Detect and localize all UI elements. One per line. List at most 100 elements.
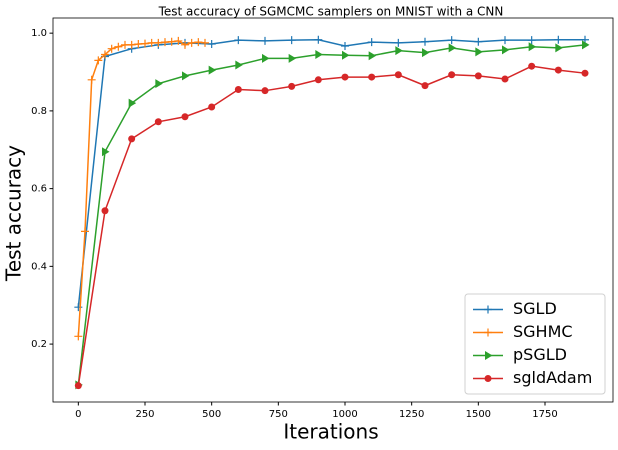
point <box>288 53 297 63</box>
point <box>261 87 269 95</box>
y-tick-label: 0.4 <box>31 261 47 272</box>
legend-label: SGLD <box>513 299 557 318</box>
point <box>167 37 176 46</box>
legend-marker <box>485 351 493 360</box>
y-tick-label: 1.0 <box>31 28 47 39</box>
point <box>368 73 376 81</box>
point <box>234 86 242 94</box>
point <box>475 47 483 57</box>
point <box>314 35 323 44</box>
point <box>368 51 377 61</box>
point <box>94 56 103 65</box>
point <box>128 98 137 108</box>
point <box>314 76 322 84</box>
y-axis-label: Test accuracy <box>2 145 26 282</box>
point <box>342 50 350 60</box>
point <box>528 42 537 52</box>
x-axis-label: Iterations <box>283 420 378 444</box>
legend-marker <box>484 305 492 314</box>
point <box>367 38 376 47</box>
point <box>341 73 349 81</box>
point <box>174 36 183 45</box>
point <box>448 71 456 79</box>
point <box>394 71 402 79</box>
point <box>181 113 189 121</box>
point <box>421 82 429 90</box>
x-tick-label: 0 <box>75 409 81 420</box>
point <box>114 42 123 51</box>
x-tick-label: 500 <box>202 409 221 420</box>
point <box>474 37 483 46</box>
point <box>501 75 509 83</box>
point <box>187 38 196 47</box>
point <box>141 39 149 48</box>
point <box>181 40 189 49</box>
legend-label: pSGLD <box>513 345 567 364</box>
legend-label: sgldAdam <box>513 368 592 387</box>
point <box>554 66 562 74</box>
point <box>394 38 403 47</box>
point <box>101 207 109 215</box>
x-tick-label: 1250 <box>399 409 424 420</box>
point <box>501 36 509 45</box>
y-tick-label: 0.2 <box>31 339 47 350</box>
point <box>315 50 323 60</box>
point <box>581 69 589 77</box>
point <box>201 38 209 47</box>
point <box>527 36 536 45</box>
point <box>582 40 590 50</box>
point <box>528 62 536 70</box>
point <box>128 135 136 143</box>
point <box>422 48 430 58</box>
point <box>448 43 457 53</box>
point <box>74 303 83 312</box>
legend-box <box>464 293 606 395</box>
point <box>235 60 243 70</box>
point <box>155 79 163 89</box>
point <box>134 40 143 49</box>
y-tick-label: 0.8 <box>31 106 47 117</box>
point <box>421 37 429 46</box>
y-tick-label: 0.6 <box>31 184 47 195</box>
point <box>107 44 116 53</box>
chart-title: Test accuracy of SGMCMC samplers on MNIS… <box>158 5 504 19</box>
point <box>288 82 296 90</box>
point <box>102 147 110 157</box>
point <box>208 103 216 111</box>
point <box>207 40 216 49</box>
point <box>262 53 270 63</box>
point <box>87 75 96 84</box>
point <box>101 50 109 59</box>
legend-marker <box>484 328 492 337</box>
point <box>74 382 82 390</box>
point <box>74 332 83 341</box>
x-tick-label: 1000 <box>332 409 357 420</box>
point <box>261 36 269 45</box>
point <box>554 35 563 44</box>
point <box>447 36 456 45</box>
x-tick-label: 750 <box>269 409 288 420</box>
point <box>81 227 89 236</box>
x-tick-label: 250 <box>135 409 154 420</box>
point <box>395 46 403 56</box>
point <box>208 65 217 75</box>
point <box>474 72 482 80</box>
x-tick-label: 1750 <box>532 409 557 420</box>
point <box>154 118 162 126</box>
point <box>127 40 136 49</box>
point <box>502 45 510 55</box>
point <box>341 41 349 50</box>
legend-marker <box>484 375 492 382</box>
point <box>154 38 163 47</box>
x-tick-label: 1500 <box>466 409 491 420</box>
series-line <box>77 65 586 386</box>
point <box>234 36 243 45</box>
plot-frame <box>52 17 614 403</box>
point <box>555 43 563 53</box>
legend-label: SGHMC <box>513 322 573 341</box>
series-line <box>77 44 586 385</box>
point <box>287 36 296 45</box>
point <box>182 71 190 81</box>
series-line <box>77 39 585 308</box>
